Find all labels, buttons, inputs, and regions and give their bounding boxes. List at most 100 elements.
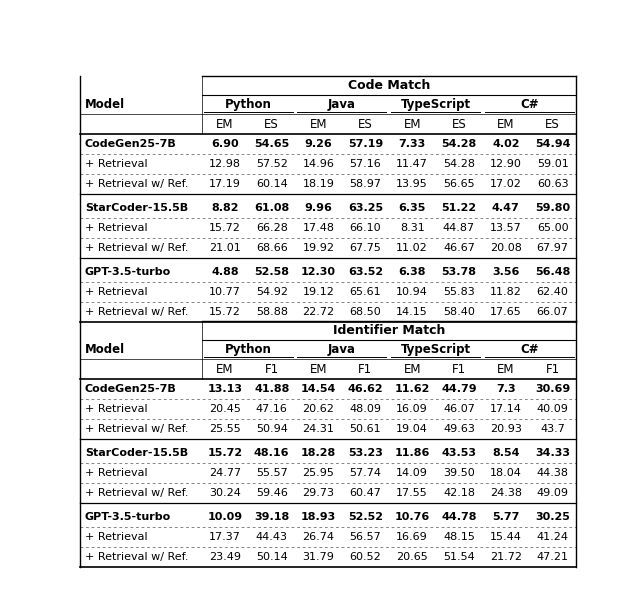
Text: + Retrieval w/ Ref.: + Retrieval w/ Ref. xyxy=(85,424,188,434)
Text: 60.52: 60.52 xyxy=(349,552,381,562)
Text: EM: EM xyxy=(403,118,421,131)
Text: 24.31: 24.31 xyxy=(303,424,335,434)
Text: 57.19: 57.19 xyxy=(348,139,383,149)
Text: Model: Model xyxy=(85,343,125,356)
Text: 43.7: 43.7 xyxy=(540,424,565,434)
Text: 5.77: 5.77 xyxy=(492,512,520,522)
Text: 4.88: 4.88 xyxy=(211,267,239,276)
Text: 15.72: 15.72 xyxy=(207,447,243,458)
Text: 49.09: 49.09 xyxy=(536,488,568,498)
Text: 44.87: 44.87 xyxy=(443,223,475,233)
Text: 11.82: 11.82 xyxy=(490,287,522,297)
Text: EM: EM xyxy=(403,363,421,376)
Text: 42.18: 42.18 xyxy=(443,488,475,498)
Text: 57.16: 57.16 xyxy=(349,159,381,169)
Text: 17.65: 17.65 xyxy=(490,306,522,316)
Text: 17.14: 17.14 xyxy=(490,404,522,414)
Text: 11.86: 11.86 xyxy=(394,447,430,458)
Text: 68.66: 68.66 xyxy=(256,243,287,253)
Text: + Retrieval: + Retrieval xyxy=(85,531,148,542)
Text: 15.72: 15.72 xyxy=(209,223,241,233)
Text: 54.28: 54.28 xyxy=(442,139,477,149)
Text: 12.90: 12.90 xyxy=(490,159,522,169)
Text: 7.33: 7.33 xyxy=(399,139,426,149)
Text: Python: Python xyxy=(225,343,272,356)
Text: + Retrieval: + Retrieval xyxy=(85,223,148,233)
Text: 30.24: 30.24 xyxy=(209,488,241,498)
Text: CodeGen25-7B: CodeGen25-7B xyxy=(85,384,177,394)
Text: TypeScript: TypeScript xyxy=(401,98,470,112)
Text: 8.54: 8.54 xyxy=(492,447,520,458)
Text: StarCoder-15.5B: StarCoder-15.5B xyxy=(85,447,188,458)
Text: 50.14: 50.14 xyxy=(256,552,287,562)
Text: EM: EM xyxy=(216,118,234,131)
Text: 52.58: 52.58 xyxy=(254,267,289,276)
Text: EM: EM xyxy=(497,363,515,376)
Text: 57.52: 57.52 xyxy=(256,159,287,169)
Text: F1: F1 xyxy=(358,363,372,376)
Text: 15.44: 15.44 xyxy=(490,531,522,542)
Text: 14.09: 14.09 xyxy=(396,468,428,478)
Text: 7.3: 7.3 xyxy=(496,384,516,394)
Text: 44.78: 44.78 xyxy=(441,512,477,522)
Text: 10.76: 10.76 xyxy=(394,512,430,522)
Text: 25.55: 25.55 xyxy=(209,424,241,434)
Text: 39.18: 39.18 xyxy=(254,512,289,522)
Text: CodeGen25-7B: CodeGen25-7B xyxy=(85,139,177,149)
Text: 51.54: 51.54 xyxy=(443,552,475,562)
Text: 9.26: 9.26 xyxy=(305,139,332,149)
Text: 11.02: 11.02 xyxy=(396,243,428,253)
Text: + Retrieval: + Retrieval xyxy=(85,404,148,414)
Text: 41.88: 41.88 xyxy=(254,384,289,394)
Text: 18.19: 18.19 xyxy=(303,178,335,189)
Text: 21.72: 21.72 xyxy=(490,552,522,562)
Text: 14.96: 14.96 xyxy=(303,159,335,169)
Text: F1: F1 xyxy=(265,363,279,376)
Text: 10.77: 10.77 xyxy=(209,287,241,297)
Text: 4.47: 4.47 xyxy=(492,203,520,213)
Text: 59.80: 59.80 xyxy=(535,203,570,213)
Text: 58.88: 58.88 xyxy=(256,306,288,316)
Text: 43.53: 43.53 xyxy=(442,447,476,458)
Text: 47.21: 47.21 xyxy=(536,552,568,562)
Text: 61.08: 61.08 xyxy=(254,203,289,213)
Text: + Retrieval: + Retrieval xyxy=(85,287,148,297)
Text: 12.30: 12.30 xyxy=(301,267,336,276)
Text: 14.15: 14.15 xyxy=(396,306,428,316)
Text: 13.57: 13.57 xyxy=(490,223,522,233)
Text: 60.14: 60.14 xyxy=(256,178,287,189)
Text: 39.50: 39.50 xyxy=(443,468,475,478)
Text: 23.49: 23.49 xyxy=(209,552,241,562)
Text: 63.25: 63.25 xyxy=(348,203,383,213)
Text: 48.09: 48.09 xyxy=(349,404,381,414)
Text: ES: ES xyxy=(264,118,279,131)
Text: 41.24: 41.24 xyxy=(536,531,568,542)
Text: EM: EM xyxy=(310,118,327,131)
Text: + Retrieval: + Retrieval xyxy=(85,159,148,169)
Text: + Retrieval w/ Ref.: + Retrieval w/ Ref. xyxy=(85,178,188,189)
Text: 46.62: 46.62 xyxy=(348,384,383,394)
Text: Identifier Match: Identifier Match xyxy=(333,324,445,337)
Text: 17.02: 17.02 xyxy=(490,178,522,189)
Text: 59.01: 59.01 xyxy=(537,159,568,169)
Text: F1: F1 xyxy=(452,363,466,376)
Text: 54.28: 54.28 xyxy=(443,159,475,169)
Text: Java: Java xyxy=(328,343,356,356)
Text: 66.07: 66.07 xyxy=(537,306,568,316)
Text: 18.93: 18.93 xyxy=(301,512,336,522)
Text: C#: C# xyxy=(520,343,538,356)
Text: 20.08: 20.08 xyxy=(490,243,522,253)
Text: TypeScript: TypeScript xyxy=(401,343,470,356)
Text: 13.13: 13.13 xyxy=(207,384,243,394)
Text: 30.25: 30.25 xyxy=(535,512,570,522)
Text: 6.90: 6.90 xyxy=(211,139,239,149)
Text: C#: C# xyxy=(520,98,538,112)
Text: 46.67: 46.67 xyxy=(443,243,475,253)
Text: 19.04: 19.04 xyxy=(396,424,428,434)
Text: 3.56: 3.56 xyxy=(492,267,520,276)
Text: 20.93: 20.93 xyxy=(490,424,522,434)
Text: 53.23: 53.23 xyxy=(348,447,383,458)
Text: 65.61: 65.61 xyxy=(349,287,381,297)
Text: Model: Model xyxy=(85,98,125,112)
Text: 17.37: 17.37 xyxy=(209,531,241,542)
